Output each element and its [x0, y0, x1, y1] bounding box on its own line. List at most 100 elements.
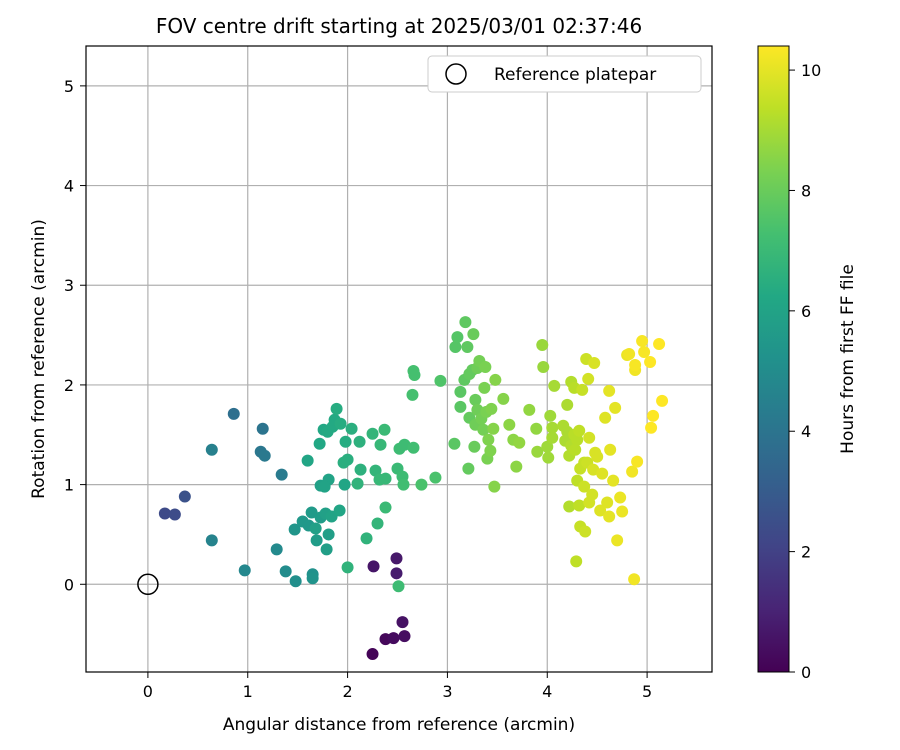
- colorbar-tick-label: 0: [801, 663, 811, 682]
- data-point: [415, 478, 428, 491]
- data-point: [288, 523, 301, 536]
- data-point: [530, 422, 543, 435]
- data-point: [448, 437, 461, 450]
- data-point: [406, 388, 419, 401]
- data-point: [289, 575, 302, 588]
- data-point: [594, 504, 607, 517]
- data-point: [256, 422, 269, 435]
- data-point: [576, 383, 589, 396]
- data-point: [366, 648, 379, 661]
- data-point: [503, 418, 516, 431]
- colorbar-gradient: [757, 45, 790, 673]
- data-point: [396, 616, 409, 629]
- data-point: [238, 564, 251, 577]
- data-point: [454, 385, 467, 398]
- data-point: [571, 433, 584, 446]
- data-point: [484, 444, 497, 457]
- data-point: [320, 543, 333, 556]
- x-tick-label: 1: [243, 682, 253, 701]
- data-point: [227, 407, 240, 420]
- data-point: [341, 561, 354, 574]
- data-point: [477, 423, 490, 436]
- data-point: [588, 356, 601, 369]
- data-point: [583, 431, 596, 444]
- data-point: [339, 435, 352, 448]
- data-point: [579, 525, 592, 538]
- reference-point: [137, 573, 159, 596]
- data-point: [338, 478, 351, 491]
- points-layer: [158, 316, 669, 661]
- data-point: [369, 464, 382, 477]
- data-point: [488, 480, 501, 493]
- data-point: [578, 480, 591, 493]
- data-point: [647, 409, 660, 422]
- x-tick-label: 0: [143, 682, 153, 701]
- data-point: [270, 543, 283, 556]
- data-point: [374, 438, 387, 451]
- legend: Reference platepar: [427, 55, 702, 93]
- data-point: [407, 441, 420, 454]
- data-point: [471, 403, 484, 416]
- data-point: [333, 504, 346, 517]
- data-point: [469, 393, 482, 406]
- data-point: [546, 431, 559, 444]
- y-axis-label: Rotation from reference (arcmin): [29, 219, 49, 499]
- data-point: [341, 453, 354, 466]
- y-tick-label: 5: [64, 77, 74, 96]
- data-point: [616, 505, 629, 518]
- data-point: [601, 496, 614, 509]
- data-point: [353, 435, 366, 448]
- x-tick-label: 2: [342, 682, 352, 701]
- data-point: [645, 421, 658, 434]
- legend-box: [427, 55, 702, 93]
- colorbar-tick-label: 8: [801, 181, 811, 200]
- data-point: [379, 501, 392, 514]
- data-point: [462, 462, 475, 475]
- data-point: [379, 472, 392, 485]
- data-point: [544, 409, 557, 422]
- x-tick-label: 3: [442, 682, 452, 701]
- data-point: [334, 417, 347, 430]
- data-point: [489, 373, 502, 386]
- data-point: [378, 423, 391, 436]
- data-point: [510, 460, 523, 473]
- data-point: [487, 422, 500, 435]
- data-point: [531, 445, 544, 458]
- data-point: [626, 465, 639, 478]
- data-point: [631, 455, 644, 468]
- data-point: [366, 427, 379, 440]
- data-point: [306, 572, 319, 585]
- data-point: [541, 440, 554, 453]
- data-point: [563, 500, 576, 513]
- data-point: [279, 565, 292, 578]
- data-point: [548, 379, 561, 392]
- data-point: [546, 421, 559, 434]
- data-point: [636, 335, 649, 348]
- y-tick-label: 4: [64, 177, 74, 196]
- data-point: [497, 392, 510, 405]
- data-point: [367, 560, 380, 573]
- data-point: [318, 480, 331, 493]
- data-point: [345, 422, 358, 435]
- legend-label: Reference platepar: [494, 65, 656, 85]
- data-point: [629, 358, 642, 371]
- data-point: [429, 471, 442, 484]
- data-point: [573, 424, 586, 437]
- data-point: [390, 567, 403, 580]
- data-point: [604, 443, 617, 456]
- data-point: [570, 555, 583, 568]
- data-point: [322, 528, 335, 541]
- legend-marker: [445, 63, 467, 85]
- data-point: [158, 507, 171, 520]
- colorbar-label: Hours from first FF file: [838, 264, 858, 454]
- data-point: [609, 401, 622, 414]
- y-tick-label: 3: [64, 276, 74, 295]
- data-point: [313, 437, 326, 450]
- data-point: [536, 339, 549, 352]
- data-point: [205, 443, 218, 456]
- data-point: [275, 468, 288, 481]
- y-tick-label: 1: [64, 476, 74, 495]
- data-point: [408, 368, 421, 381]
- data-point: [360, 532, 373, 545]
- data-point: [301, 454, 314, 467]
